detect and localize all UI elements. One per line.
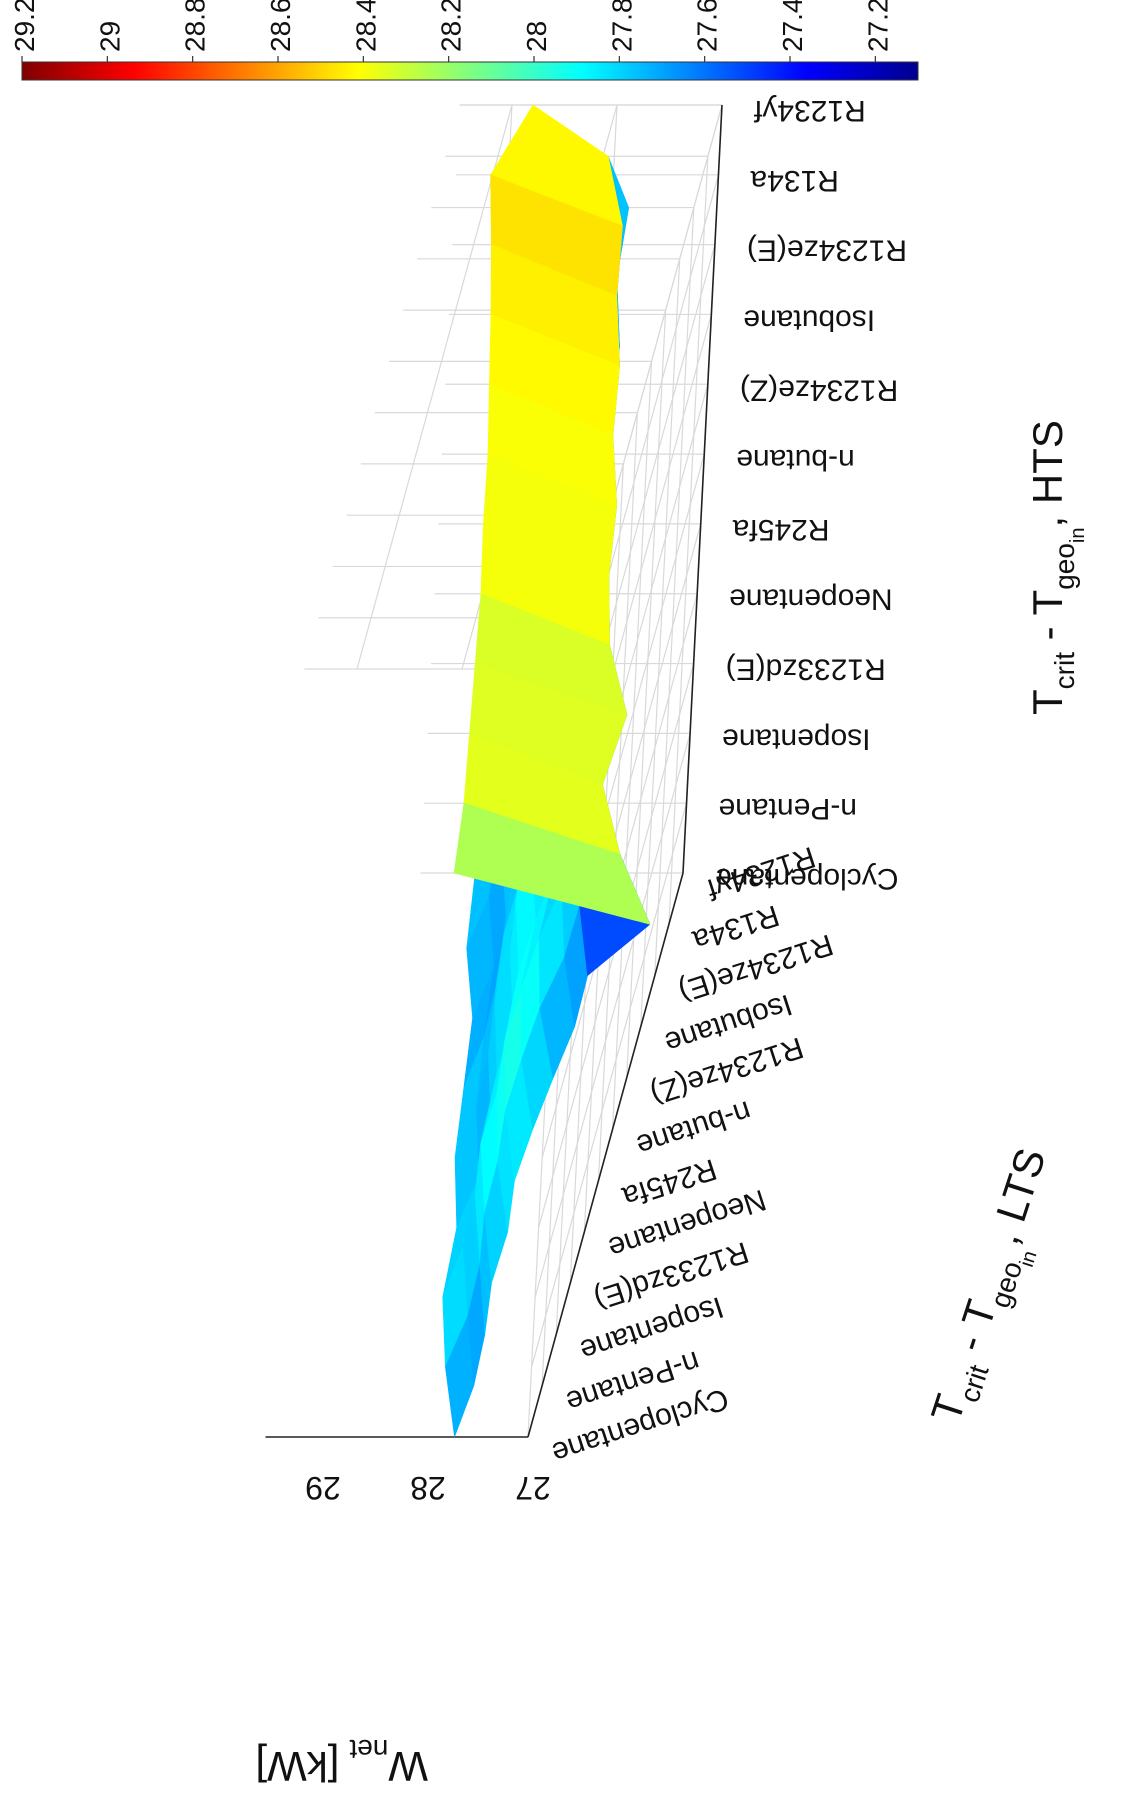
colorbar-tick-label: 27.6: [692, 0, 723, 52]
hts-tick-label: R134a: [750, 164, 839, 197]
z-axis-title-unit: [kW]: [255, 1743, 339, 1790]
grid-line: [611, 361, 653, 1130]
colorbar-tick-label: 28.8: [180, 0, 211, 52]
hts-tick-label: R1234yf: [753, 94, 865, 127]
svg-text:Tcrit - Tgeoin, LTS: Tcrit - Tgeoin, LTS: [922, 1142, 1072, 1433]
hts-tick-label: Isopentane: [722, 722, 870, 755]
hts-tick-label: R245fa: [732, 513, 829, 546]
hts-tick-label: Isobutane: [743, 303, 875, 336]
lts-title-suffix: , LTS: [980, 1142, 1055, 1249]
hts-axis-title: Tcrit - Tgeoin, HTS: [1024, 420, 1089, 715]
colorbar-tick-label: 29.2: [9, 0, 40, 52]
colorbar-tick-label: 29: [94, 21, 125, 52]
hts-tick-label: n-Pentane: [719, 792, 857, 825]
hts-tick-label: Cyclopentane: [715, 862, 898, 895]
colorbar: 29.2 29 28.8 28.6 28.4 28.2 28 27.8 27.6 27.4 27.2: [9, 0, 919, 81]
surface-mesh: [442, 104, 651, 1438]
colorbar-tick-label: 27.8: [606, 0, 637, 52]
grid-line: [668, 156, 709, 925]
grid-line: [640, 258, 681, 1027]
hts-title-geo: geo: [1049, 543, 1080, 590]
colorbar-gradient: [21, 61, 919, 81]
colorbar-tick-label: 28: [521, 21, 552, 52]
lts-tick-label: n-butane: [632, 1094, 755, 1162]
grid-line: [654, 207, 695, 976]
colorbar-tick-label: 27.4: [777, 0, 808, 52]
hts-title-crit: crit: [1049, 652, 1080, 690]
lts-axis-title: Tcrit - Tgeoin, LTS: [922, 1142, 1072, 1433]
hts-tick-label: R1234ze(Z): [740, 373, 898, 406]
hts-tick-label: R1233zd(E): [726, 653, 886, 686]
hts-axis-line: [682, 104, 723, 874]
z-tick-label: 27: [515, 1470, 551, 1506]
axis-lines: [265, 104, 723, 1438]
lts-title-in: in: [1016, 1248, 1042, 1270]
lts-title-crit: crit: [954, 1361, 995, 1406]
hts-tick-label: Neopentane: [729, 583, 892, 616]
z-tick-label: 28: [410, 1470, 446, 1506]
surface-patch: [453, 802, 651, 925]
svg-text:Tcrit - Tgeoin, HTS: Tcrit - Tgeoin, HTS: [1024, 420, 1089, 715]
colorbar-tick-label: 28.4: [350, 0, 381, 52]
colorbar-tick-label: 27.2: [862, 0, 893, 52]
hts-title-t: T: [1024, 689, 1071, 715]
hts-tick-labels: Cyclopentane n-Pentane Isopentane R1233zd(E…: [715, 94, 907, 895]
z-axis-title-main: W: [388, 1743, 428, 1790]
z-axis-title: Wnet [kW]: [255, 1734, 428, 1790]
grid-line: [626, 310, 667, 1079]
hts-title-in: in: [1067, 527, 1089, 543]
hts-tick-label: n-butane: [736, 443, 854, 476]
hts-tick-label: R1234ze(E): [747, 234, 907, 267]
hts-title-dash: - T: [1024, 590, 1071, 652]
colorbar-tick-label: 28.2: [436, 0, 467, 52]
z-tick-labels: 27 28 29: [305, 1470, 551, 1506]
svg-text:Wnet[kW]: Wnet [kW]: [255, 1734, 428, 1790]
lts-tick-label: R1234yf: [702, 840, 819, 906]
grid-line: [534, 733, 691, 1298]
z-axis-title-sub: net: [349, 1734, 388, 1765]
colorbar-tick-label: 28.6: [265, 0, 296, 52]
lts-axis-line: [527, 872, 684, 1438]
grid-line: [597, 412, 639, 1181]
z-tick-label: 29: [305, 1470, 341, 1506]
hts-title-suffix: , HTS: [1024, 420, 1071, 527]
grid-line: [530, 803, 688, 1368]
